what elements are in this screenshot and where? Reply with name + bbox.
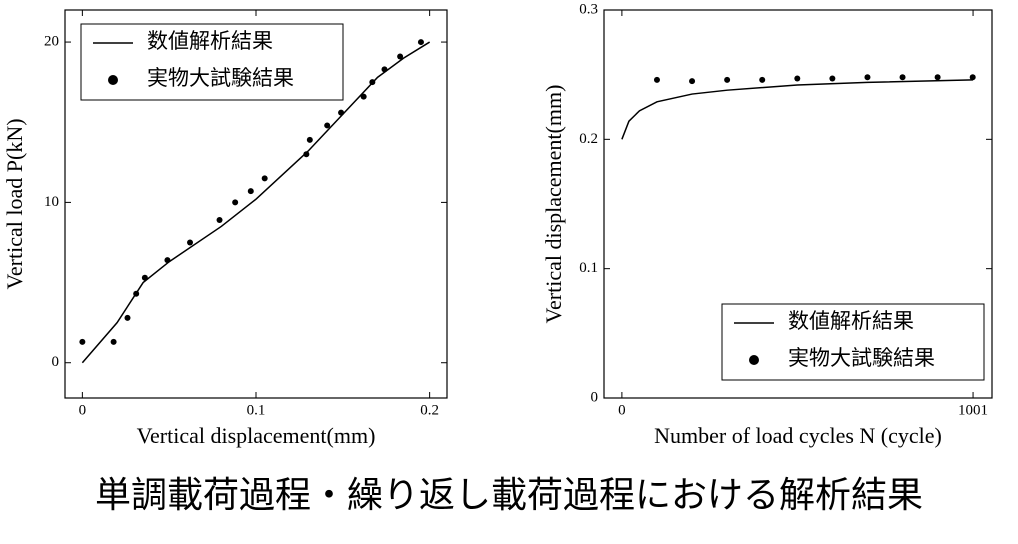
x-tick-label: 0.1 [247, 402, 266, 418]
point [338, 109, 345, 116]
point [261, 175, 268, 182]
point [899, 74, 906, 81]
line [621, 79, 974, 140]
y-axis-label: Vertical load P(kN) [2, 118, 27, 289]
point [417, 39, 424, 46]
point [247, 188, 254, 195]
point [141, 274, 148, 281]
x-tick-label: 0.2 [420, 402, 439, 418]
point [110, 338, 117, 345]
legend-label: 数値解析結果 [788, 309, 914, 333]
point [216, 217, 223, 224]
y-tick-label: 0.3 [579, 1, 598, 17]
legend-box [80, 23, 344, 101]
y-tick-label: 20 [44, 34, 59, 50]
point [306, 136, 313, 143]
point [864, 74, 871, 81]
y-tick-label: 0 [591, 389, 599, 405]
y-axis-label: Vertical displacement(mm) [541, 85, 566, 324]
x-tick-label: 0 [618, 402, 626, 418]
point [689, 78, 696, 85]
legend-label: 実物大試験結果 [147, 66, 294, 90]
point [724, 76, 731, 83]
point [232, 199, 239, 206]
legend-label: 実物大試験結果 [788, 346, 935, 370]
point [187, 239, 194, 246]
plot-frame [603, 9, 993, 399]
point [79, 338, 86, 345]
x-axis-label: Vertical displacement(mm) [137, 423, 376, 448]
point [133, 290, 140, 297]
point [324, 122, 331, 129]
point [369, 79, 376, 86]
point [969, 74, 976, 81]
point [653, 76, 660, 83]
point [397, 53, 404, 60]
point [759, 76, 766, 83]
legend-label: 数値解析結果 [147, 29, 273, 53]
legend-marker [749, 355, 759, 365]
y-tick-label: 10 [44, 194, 59, 210]
y-tick-label: 0.2 [579, 131, 598, 147]
x-axis-label: Number of load cycles N (cycle) [654, 423, 942, 448]
x-tick-label: 1001 [958, 402, 988, 418]
y-tick-label: 0.1 [579, 260, 598, 276]
legend-marker [108, 75, 118, 85]
legend-box [721, 303, 985, 381]
x-tick-label: 0 [79, 402, 87, 418]
point [794, 75, 801, 82]
point [360, 93, 367, 100]
point [164, 257, 171, 264]
caption: 単調載荷過程・繰り返し載荷過程における解析結果 [95, 475, 923, 516]
point [934, 74, 941, 81]
y-tick-label: 0 [52, 354, 60, 370]
point [303, 151, 310, 158]
point [829, 75, 836, 82]
point [124, 314, 131, 321]
point [381, 66, 388, 73]
